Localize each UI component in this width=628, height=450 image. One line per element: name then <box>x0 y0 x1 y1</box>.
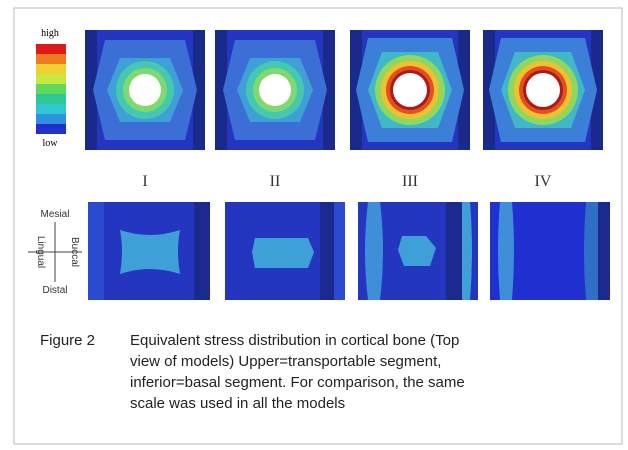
model-label: I <box>142 173 147 190</box>
model-image <box>85 30 205 150</box>
orientation-compass: Mesial Distal Lingual Buccal <box>28 209 82 296</box>
caption-label: Figure 2 <box>40 332 95 349</box>
model-image <box>215 30 335 150</box>
caption-line: Equivalent stress distribution in cortic… <box>130 332 459 349</box>
scale-step <box>36 124 66 134</box>
scale-step <box>36 94 66 104</box>
figure: high low I II III IV Mesial Distal Lingu… <box>0 0 628 450</box>
scale-step <box>36 114 66 124</box>
scale-step <box>36 74 66 84</box>
scale-step <box>36 64 66 74</box>
caption-line: view of models) Upper=transportable segm… <box>130 353 441 370</box>
compass-label: Mesial <box>41 209 70 220</box>
scale-step <box>36 104 66 114</box>
model-image <box>350 30 470 150</box>
model-image <box>490 202 610 300</box>
compass-label: Buccal <box>69 237 80 267</box>
model-image <box>88 202 210 300</box>
model-label: IV <box>535 173 552 190</box>
legend-low: low <box>43 138 59 149</box>
compass-label: Lingual <box>35 236 46 268</box>
model-label: III <box>402 173 418 190</box>
model-image <box>483 30 603 150</box>
model-image <box>358 202 478 300</box>
model-image <box>225 202 345 300</box>
compass-label: Distal <box>42 285 67 296</box>
caption-line: inferior=basal segment. For comparison, … <box>130 374 465 391</box>
scale-step <box>36 44 66 54</box>
color-scale: high low <box>36 28 66 149</box>
scale-step <box>36 54 66 64</box>
model-label: II <box>270 173 281 190</box>
scale-step <box>36 84 66 94</box>
caption-line: scale was used in all the models <box>130 395 345 412</box>
legend-high: high <box>41 28 59 39</box>
